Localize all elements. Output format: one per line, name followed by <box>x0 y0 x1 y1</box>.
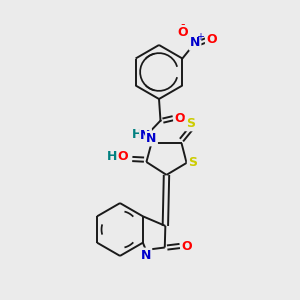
Text: +: + <box>196 32 204 42</box>
Text: H: H <box>132 128 142 141</box>
Text: O: O <box>174 112 185 125</box>
Text: N: N <box>141 249 151 262</box>
Text: -: - <box>180 18 184 32</box>
Text: S: S <box>186 117 195 130</box>
Text: S: S <box>188 156 197 170</box>
Text: N: N <box>140 129 151 142</box>
Text: O: O <box>206 33 217 46</box>
Text: O: O <box>177 26 188 39</box>
Text: N: N <box>146 132 157 145</box>
Text: O: O <box>182 239 192 253</box>
Text: H: H <box>107 149 117 163</box>
Text: N: N <box>190 36 200 50</box>
Text: O: O <box>117 149 128 163</box>
